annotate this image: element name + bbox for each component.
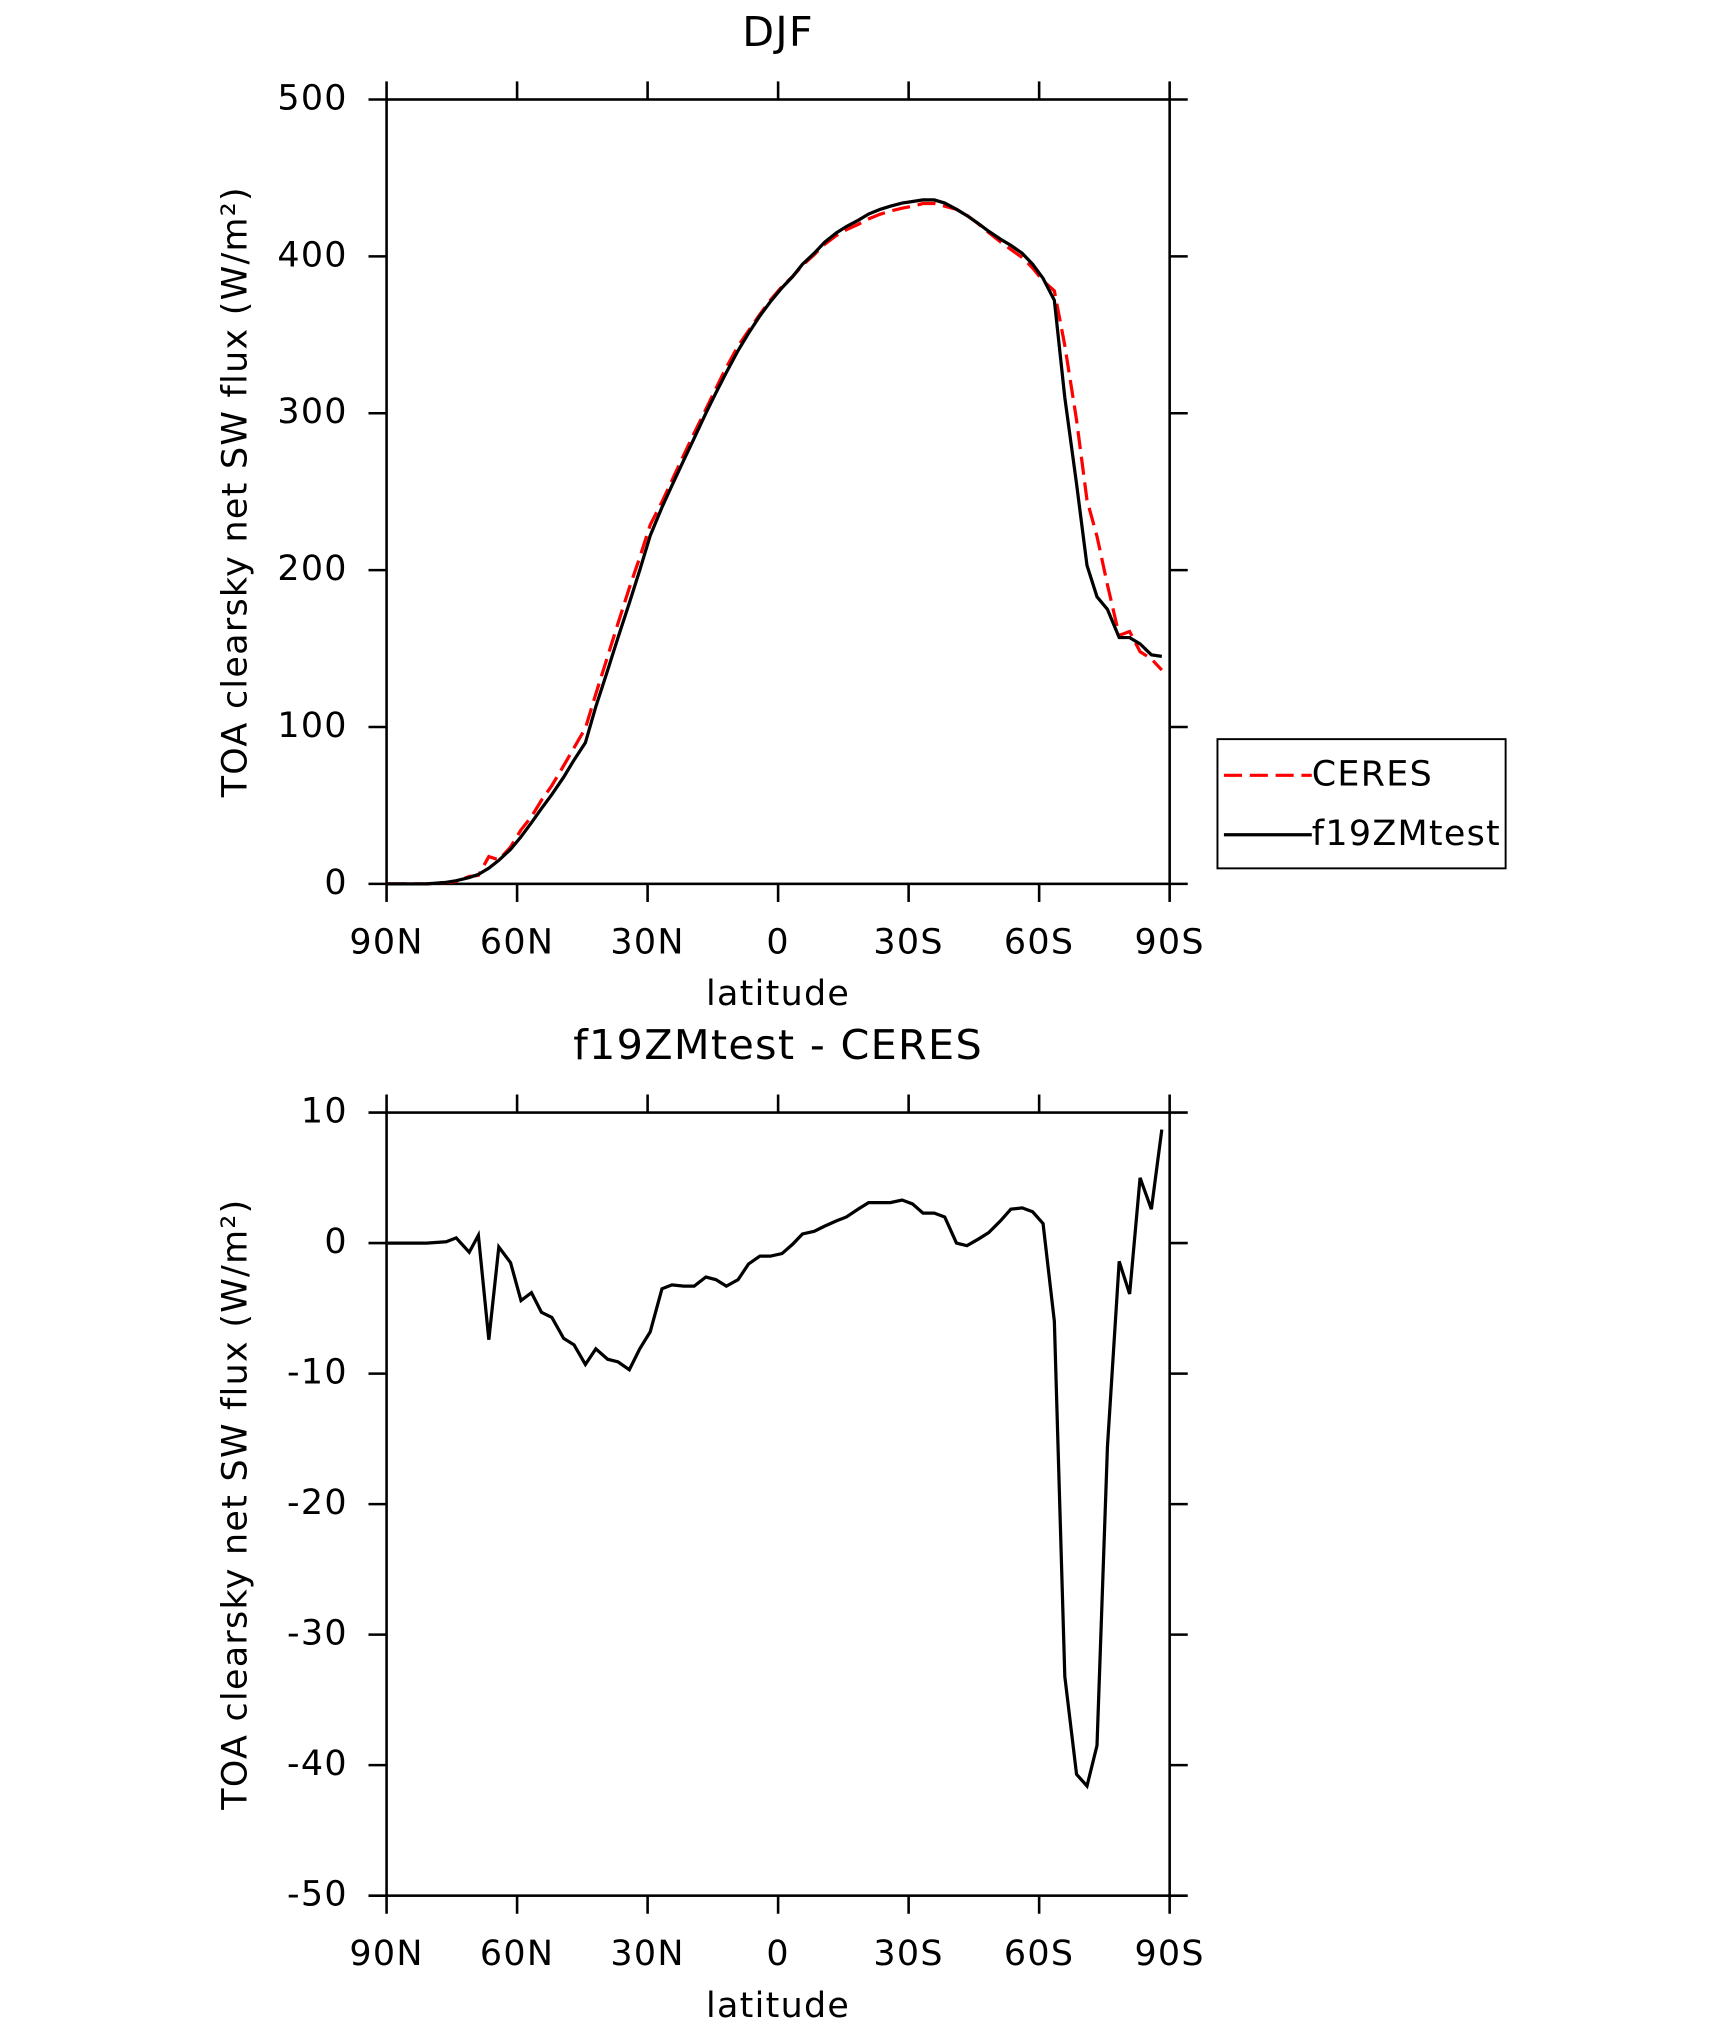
y-tick-label: 10 (301, 1092, 348, 1132)
y-axis-label: TOA clearsky net SW flux (W/m²) (216, 186, 256, 798)
x-tick-label: 90S (1134, 1934, 1204, 1974)
x-tick-label: 30S (873, 922, 943, 962)
y-axis-label: TOA clearsky net SW flux (W/m²) (216, 1198, 256, 1810)
y-tick-label: 500 (277, 78, 347, 118)
y-tick-label: 0 (324, 1222, 347, 1262)
y-tick-label: -20 (287, 1483, 348, 1523)
y-tick-label: 400 (277, 235, 347, 275)
y-tick-label: 300 (277, 392, 347, 432)
legend-label: CERES (1312, 754, 1433, 794)
chart-title: DJF (742, 8, 814, 56)
x-tick-label: 90N (349, 922, 423, 962)
series-line (387, 1129, 1164, 1790)
y-tick-label: 200 (277, 549, 347, 589)
y-tick-label: 100 (277, 706, 347, 746)
plot-frame (385, 1111, 1171, 1897)
x-tick-label: 60S (1004, 1934, 1074, 1974)
x-tick-label: 0 (766, 1934, 789, 1974)
y-tick-label: -30 (287, 1614, 348, 1654)
y-tick-label: -10 (287, 1353, 348, 1393)
x-tick-label: 30N (610, 1934, 684, 1974)
y-tick-label: -40 (287, 1744, 348, 1784)
chart-title: f19ZMtest - CERES (573, 1021, 983, 1069)
x-tick-label: 90N (349, 1934, 423, 1974)
x-tick-label: 30S (873, 1934, 943, 1974)
x-axis-label: latitude (706, 1986, 850, 2021)
series-line (387, 201, 1163, 886)
legend-label: f19ZMtest (1312, 814, 1501, 854)
x-tick-label: 60S (1004, 922, 1074, 962)
x-axis-label: latitude (706, 974, 850, 1014)
x-tick-label: 60N (480, 922, 554, 962)
y-tick-label: 0 (324, 863, 347, 903)
x-tick-label: 60N (480, 1934, 554, 1974)
x-tick-label: 30N (610, 922, 684, 962)
plot-frame (385, 98, 1171, 886)
x-tick-label: 0 (766, 922, 789, 962)
x-tick-label: 90S (1134, 922, 1204, 962)
y-tick-label: -50 (287, 1875, 348, 1915)
series-line (387, 198, 1163, 886)
legend-box (1216, 738, 1507, 870)
